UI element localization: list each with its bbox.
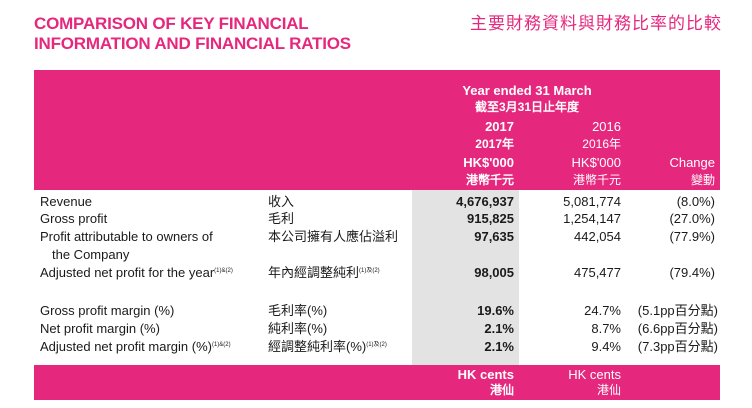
unit-2016-header-zh: 港幣千元 xyxy=(572,173,621,187)
footnote-ref: (1)&(2) xyxy=(214,268,233,274)
row-label-en: Adjusted net profit for the year(1)&(2) xyxy=(40,265,233,280)
year-2017-header-zh: 2017年 xyxy=(475,137,514,151)
value-2017: 915,825 xyxy=(467,211,514,226)
row-label-en-continued: the Company xyxy=(52,247,130,262)
value-change: (7.3pp百分點) xyxy=(637,339,718,354)
value-change: (27.0%) xyxy=(669,211,715,226)
row-label-zh: 毛利 xyxy=(268,211,295,226)
row-label-en: Net profit margin (%) xyxy=(40,321,160,336)
value-change: (5.1pp百分點) xyxy=(637,303,718,318)
change-header-zh: 變動 xyxy=(690,173,715,187)
row-label-en: Profit attributable to owners of xyxy=(40,229,213,244)
value-change: (77.9%) xyxy=(669,229,715,244)
year-2016-header-zh: 2016年 xyxy=(582,137,621,151)
value-2016: 5,081,774 xyxy=(563,194,621,209)
table-header-band xyxy=(34,70,720,190)
value-2016: 8.7% xyxy=(591,321,621,336)
column-2017-shading xyxy=(412,190,519,365)
value-change: (6.6pp百分點) xyxy=(637,321,718,336)
row-label-zh: 本公司擁有人應佔溢利 xyxy=(268,229,399,244)
unit-2017-header-zh: 港幣千元 xyxy=(465,173,514,187)
row-label-en: Revenue xyxy=(40,194,93,209)
value-2016: 9.4% xyxy=(591,339,621,354)
footer-unit-2017-zh: 港仙 xyxy=(489,383,514,397)
value-2016: 475,477 xyxy=(574,265,621,280)
value-change: (8.0%) xyxy=(676,194,715,209)
period-header-en: Year ended 31 March xyxy=(462,83,592,98)
value-2017: 2.1% xyxy=(484,321,514,336)
value-2017: 4,676,937 xyxy=(456,194,514,209)
year-2016-header: 2016 xyxy=(592,119,621,134)
footer-unit-2017: HK cents xyxy=(457,367,514,382)
value-change: (79.4%) xyxy=(669,265,715,280)
change-header: Change xyxy=(669,155,715,170)
value-2017: 98,005 xyxy=(474,265,514,280)
title-english: COMPARISON OF KEY FINANCIAL INFORMATION … xyxy=(34,14,351,53)
row-label-en: Gross profit xyxy=(40,211,108,226)
row-label-en: Adjusted net profit margin (%)(1)&(2) xyxy=(40,339,231,354)
unit-2017-header: HK$'000 xyxy=(463,155,514,170)
row-label-en: Gross profit margin (%) xyxy=(40,303,175,318)
footnote-ref: (1)&(2) xyxy=(211,342,231,348)
value-2017: 2.1% xyxy=(484,339,514,354)
footnote-ref: (1)及(2) xyxy=(366,342,387,348)
value-2017: 19.6% xyxy=(477,303,514,318)
row-label-zh: 經調整純利率(%)(1)及(2) xyxy=(268,339,387,354)
value-2017: 97,635 xyxy=(474,229,514,244)
footer-unit-2016: HK cents xyxy=(568,367,621,382)
row-label-zh: 純利率(%) xyxy=(268,321,328,336)
row-label-zh: 年內經調整純利(1)及(2) xyxy=(268,265,380,280)
period-header-zh: 截至3月31日止年度 xyxy=(474,100,580,114)
value-2016: 442,054 xyxy=(574,229,621,244)
unit-2016-header: HK$'000 xyxy=(571,155,621,170)
row-label-zh: 收入 xyxy=(268,194,295,209)
footnote-ref: (1)及(2) xyxy=(359,268,380,274)
footer-unit-2016-zh: 港仙 xyxy=(596,383,621,397)
value-2016: 1,254,147 xyxy=(563,211,621,226)
row-label-zh: 毛利率(%) xyxy=(268,303,328,318)
value-2016: 24.7% xyxy=(584,303,621,318)
table-footer-band xyxy=(34,365,720,400)
year-2017-header: 2017 xyxy=(485,119,514,134)
title-chinese: 主要財務資料與財務比率的比較 xyxy=(470,14,722,33)
